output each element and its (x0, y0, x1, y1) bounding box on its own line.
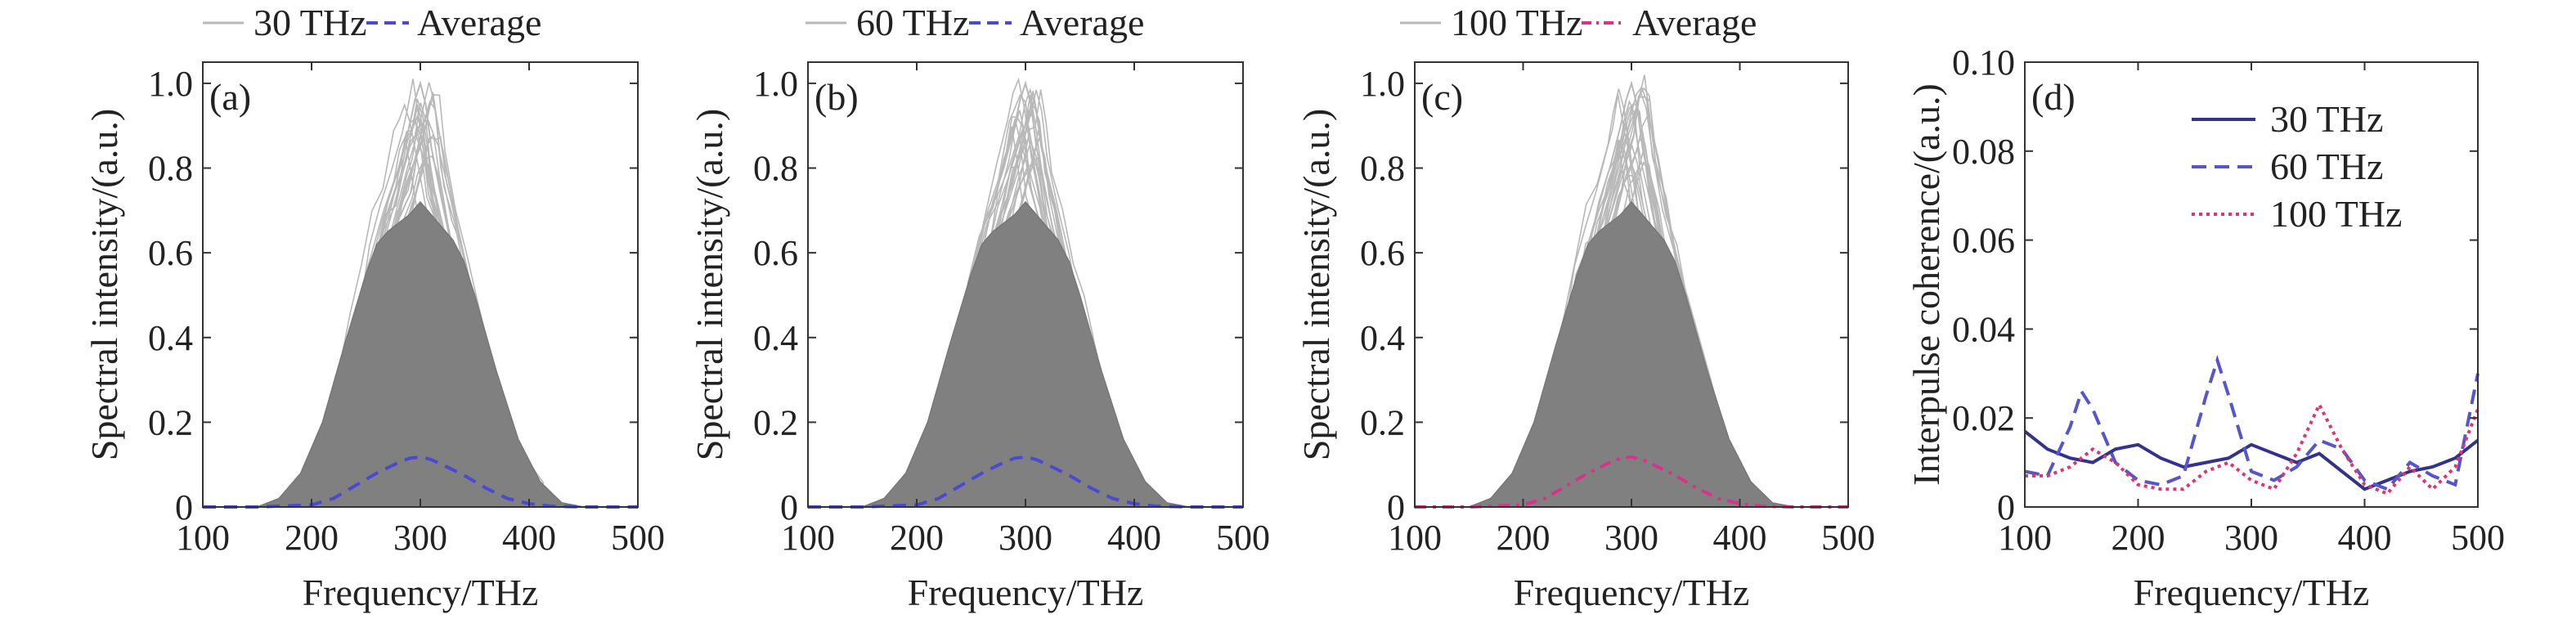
y-axis-label: Spectral intensity/(a.u.) (83, 109, 125, 461)
y-tick-label: 1.0 (753, 64, 798, 104)
x-tick-label: 500 (611, 518, 665, 558)
y-axis-label: Interpulse coherence/(a.u.) (1905, 83, 1947, 486)
panel-a: 100 200 300 400 500 0 0.2 0.4 0.6 0.8 1.0 Frequency… (83, 2, 665, 613)
x-tick-label: 400 (1107, 518, 1161, 558)
x-tick-label: 500 (1821, 518, 1875, 558)
y-tick-label: 0.8 (148, 149, 193, 189)
y-tick-label: 0.2 (1360, 402, 1405, 442)
average-curve (203, 455, 638, 509)
y-tick-label: 0.4 (148, 318, 193, 358)
legend: 100 THz Average (1400, 2, 1757, 43)
x-tick-label: 400 (2338, 518, 2392, 558)
average-curve (1415, 455, 1848, 509)
y-tick-label: 0.8 (1360, 149, 1405, 189)
panel-c: 100 200 300 400 500 0 0.2 0.4 0.6 0.8 1.0 Frequency… (1295, 2, 1875, 613)
legend-label-traces: 100 THz (1451, 2, 1582, 43)
x-axis-label: Frequency/THz (303, 572, 539, 613)
panel-tag: (b) (815, 76, 859, 118)
series-line-60-thz (2024, 354, 2480, 491)
x-tick-label: 100 (781, 518, 835, 558)
legend: 60 THz Average (806, 2, 1144, 43)
legend: 30 THz 60 THz 100 THz (2192, 98, 2402, 235)
y-tick-label: 0 (1997, 487, 2015, 527)
spectral-envelope-area (862, 200, 1189, 508)
x-tick-label: 100 (1388, 518, 1442, 558)
x-tick-label: 200 (890, 518, 944, 558)
x-tick-label: 100 (1998, 518, 2052, 558)
y-tick-label: 0.10 (1952, 43, 2015, 83)
x-tick-label: 300 (2224, 518, 2278, 558)
y-tick-label: 0.6 (148, 233, 193, 273)
x-tick-label: 300 (1604, 518, 1658, 558)
panel-tag: (a) (209, 76, 251, 118)
x-tick-label: 200 (285, 518, 339, 558)
legend-label-traces: 60 THz (856, 2, 969, 43)
legend-label-average: Average (1020, 2, 1144, 43)
y-tick-label: 0.02 (1952, 398, 2015, 438)
y-tick-label: 0.8 (753, 149, 798, 189)
series-line-30-thz (2023, 429, 2480, 491)
series-line-100-thz (2025, 401, 2480, 496)
panel-d: 100 200 300 400 500 0 0.02 0.04 0.06 0.08 0.10 Freq… (1905, 43, 2505, 613)
x-tick-label: 300 (999, 518, 1052, 558)
y-tick-label: 0.06 (1952, 221, 2015, 261)
x-tick-label: 200 (1497, 518, 1551, 558)
panel-b: 100 200 300 400 500 0 0.2 0.4 0.6 0.8 1.0 Frequency… (689, 2, 1270, 613)
x-tick-label: 500 (2451, 518, 2505, 558)
x-axis-label: Frequency/THz (2134, 572, 2370, 613)
y-tick-label: 0.2 (753, 402, 798, 442)
x-tick-label: 200 (2112, 518, 2165, 558)
legend-label-average: Average (1632, 2, 1757, 43)
y-tick-label: 0.08 (1952, 132, 2015, 172)
x-tick-label: 500 (1216, 518, 1270, 558)
x-tick-label: 400 (502, 518, 556, 558)
average-curve (808, 455, 1243, 509)
legend-label-average: Average (417, 2, 541, 43)
y-tick-label: 0.6 (1360, 233, 1405, 273)
axes-frame (2024, 61, 2479, 508)
x-tick-label: 400 (1713, 518, 1767, 558)
y-tick-label: 0.4 (753, 318, 798, 358)
panel-tag: (d) (2031, 76, 2076, 118)
x-tick-label: 100 (176, 518, 230, 558)
legend-label: 60 THz (2270, 146, 2383, 187)
y-tick-label: 0 (175, 487, 193, 527)
legend: 30 THz Average (203, 2, 541, 43)
y-tick-label: 0.04 (1952, 309, 2015, 349)
y-tick-label: 1.0 (1360, 64, 1405, 104)
y-tick-label: 0.2 (148, 402, 193, 442)
spectral-envelope-area (1469, 200, 1794, 508)
legend-label: 100 THz (2270, 193, 2402, 235)
y-axis-label: Spectral intensity/(a.u.) (1295, 109, 1337, 461)
y-tick-label: 1.0 (148, 64, 193, 104)
y-tick-label: 0.4 (1360, 318, 1405, 358)
y-tick-label: 0 (1387, 487, 1405, 527)
spectral-envelope-area (257, 200, 584, 508)
x-axis-label: Frequency/THz (908, 572, 1144, 613)
x-tick-label: 300 (393, 518, 447, 558)
y-tick-label: 0 (780, 487, 798, 527)
legend-label: 30 THz (2270, 98, 2383, 140)
panel-tag: (c) (1421, 76, 1463, 118)
y-tick-label: 0.6 (753, 233, 798, 273)
legend-label-traces: 30 THz (254, 2, 366, 43)
x-axis-label: Frequency/THz (1514, 572, 1750, 613)
y-axis-label: Spectral intensity/(a.u.) (689, 109, 730, 461)
